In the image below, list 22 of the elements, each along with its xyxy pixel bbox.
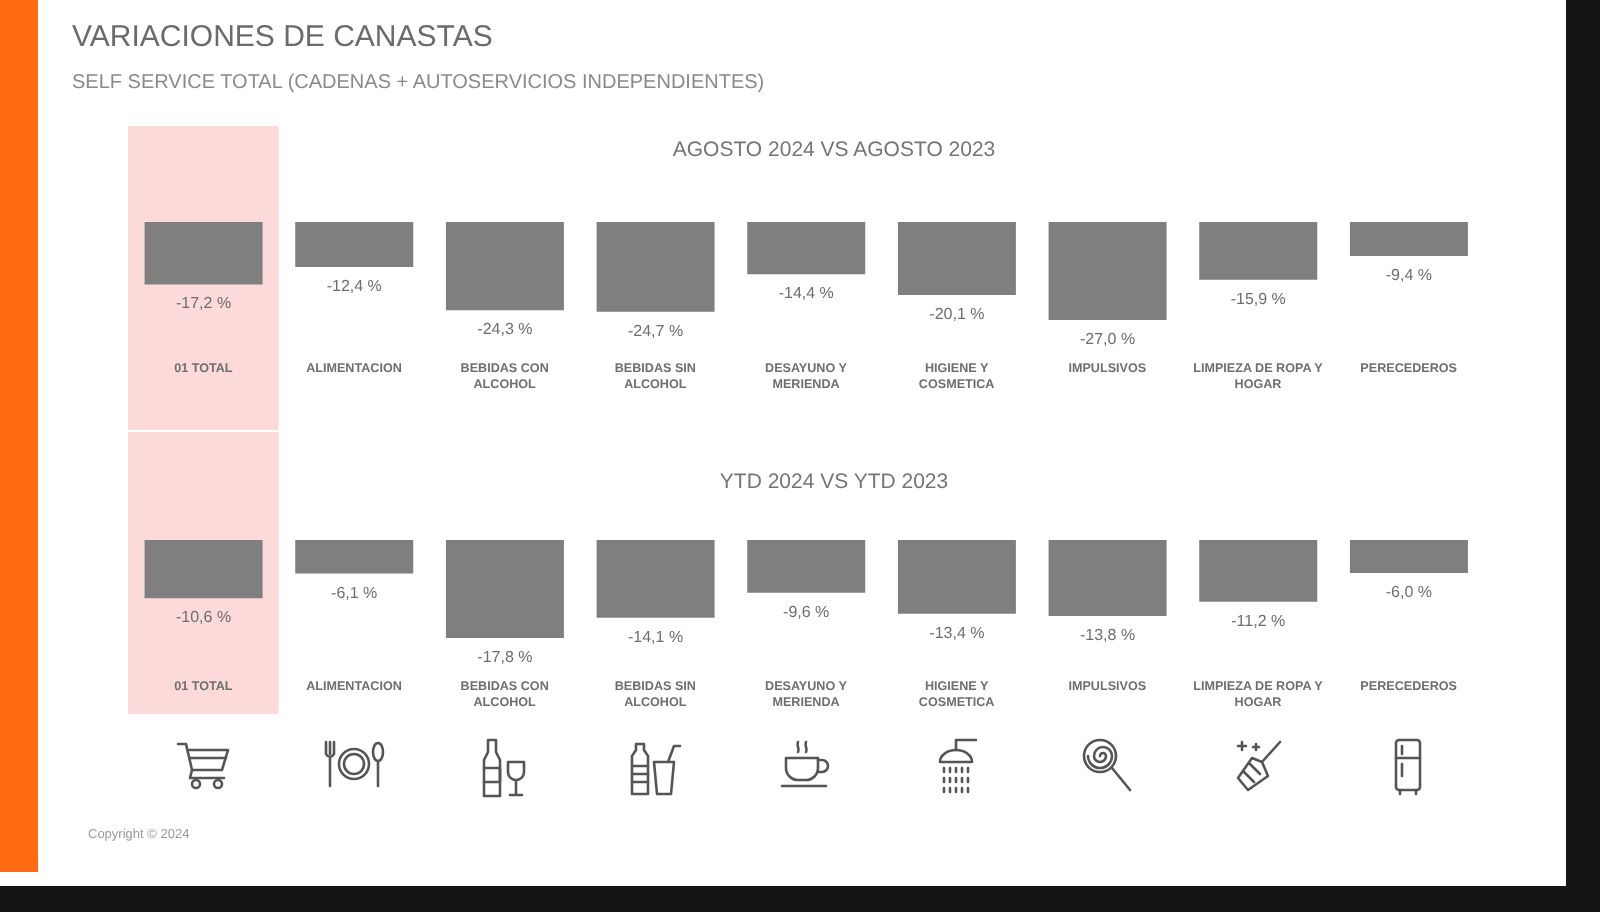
data-label: -15,9 % — [1230, 289, 1286, 308]
data-label: -17,2 % — [176, 294, 232, 313]
data-label: -14,1 % — [628, 627, 684, 646]
text: VARIACIONES DE CANASTAS — [72, 20, 493, 54]
data-label: -24,3 % — [477, 320, 533, 339]
data-label: -14,4 % — [778, 284, 834, 303]
data-label: -13,4 % — [929, 623, 985, 642]
data-label: -12,4 % — [326, 277, 382, 296]
data-label: -27,0 % — [1080, 330, 1136, 348]
data-label: -9,4 % — [1385, 266, 1433, 285]
data-label: -9,6 % — [783, 602, 830, 621]
data-label: -10,6 % — [176, 608, 232, 627]
data-label: -6,1 % — [331, 583, 378, 602]
data-label: -24,7 % — [628, 321, 684, 340]
data-label: -13,8 % — [1080, 625, 1136, 644]
data-label: -11,2 % — [1231, 611, 1286, 630]
text: SELF SERVICE TOTAL (CADENAS + AUTOSERVICIOS INDEPENDIENTES) — [72, 72, 765, 96]
data-label: -17,8 % — [477, 648, 533, 666]
chart-title: YTD 2024 VS YTD 2023 — [719, 470, 949, 494]
chart-title: AGOSTO 2024 VS AGOSTO 2023 — [672, 138, 996, 162]
data-label: -20,1 % — [929, 304, 985, 323]
data-label: -6,0 % — [1385, 583, 1433, 602]
